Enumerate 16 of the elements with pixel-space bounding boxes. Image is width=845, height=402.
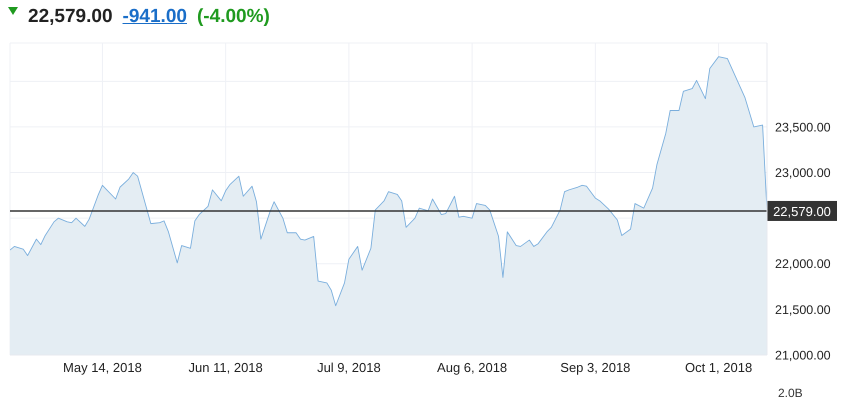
y-tick-label: 21,500.00 bbox=[775, 302, 831, 317]
text: 22,579.00 bbox=[28, 6, 113, 28]
text: (-4.00%) bbox=[196, 6, 270, 28]
x-tick-label: Jul 9, 2018 bbox=[317, 360, 381, 376]
x-tick-label: Jun 11, 2018 bbox=[188, 360, 263, 376]
x-tick-label: May 14, 2018 bbox=[63, 360, 142, 376]
x-tick-label: Oct 1, 2018 bbox=[684, 360, 752, 376]
y-tick-label: 21,000.00 bbox=[775, 348, 831, 362]
text: 2.0B bbox=[778, 386, 803, 400]
x-tick-label: Aug 6, 2018 bbox=[437, 360, 508, 376]
y-tick-label: 22,000.00 bbox=[775, 257, 831, 272]
y-tick-label: 23,500.00 bbox=[775, 120, 831, 134]
ref-line-label: 22,579.00 bbox=[773, 204, 831, 219]
y-tick-label: 23,000.00 bbox=[775, 166, 831, 180]
x-tick-label: Sep 3, 2018 bbox=[560, 360, 630, 376]
text: -941.00 bbox=[122, 6, 187, 28]
